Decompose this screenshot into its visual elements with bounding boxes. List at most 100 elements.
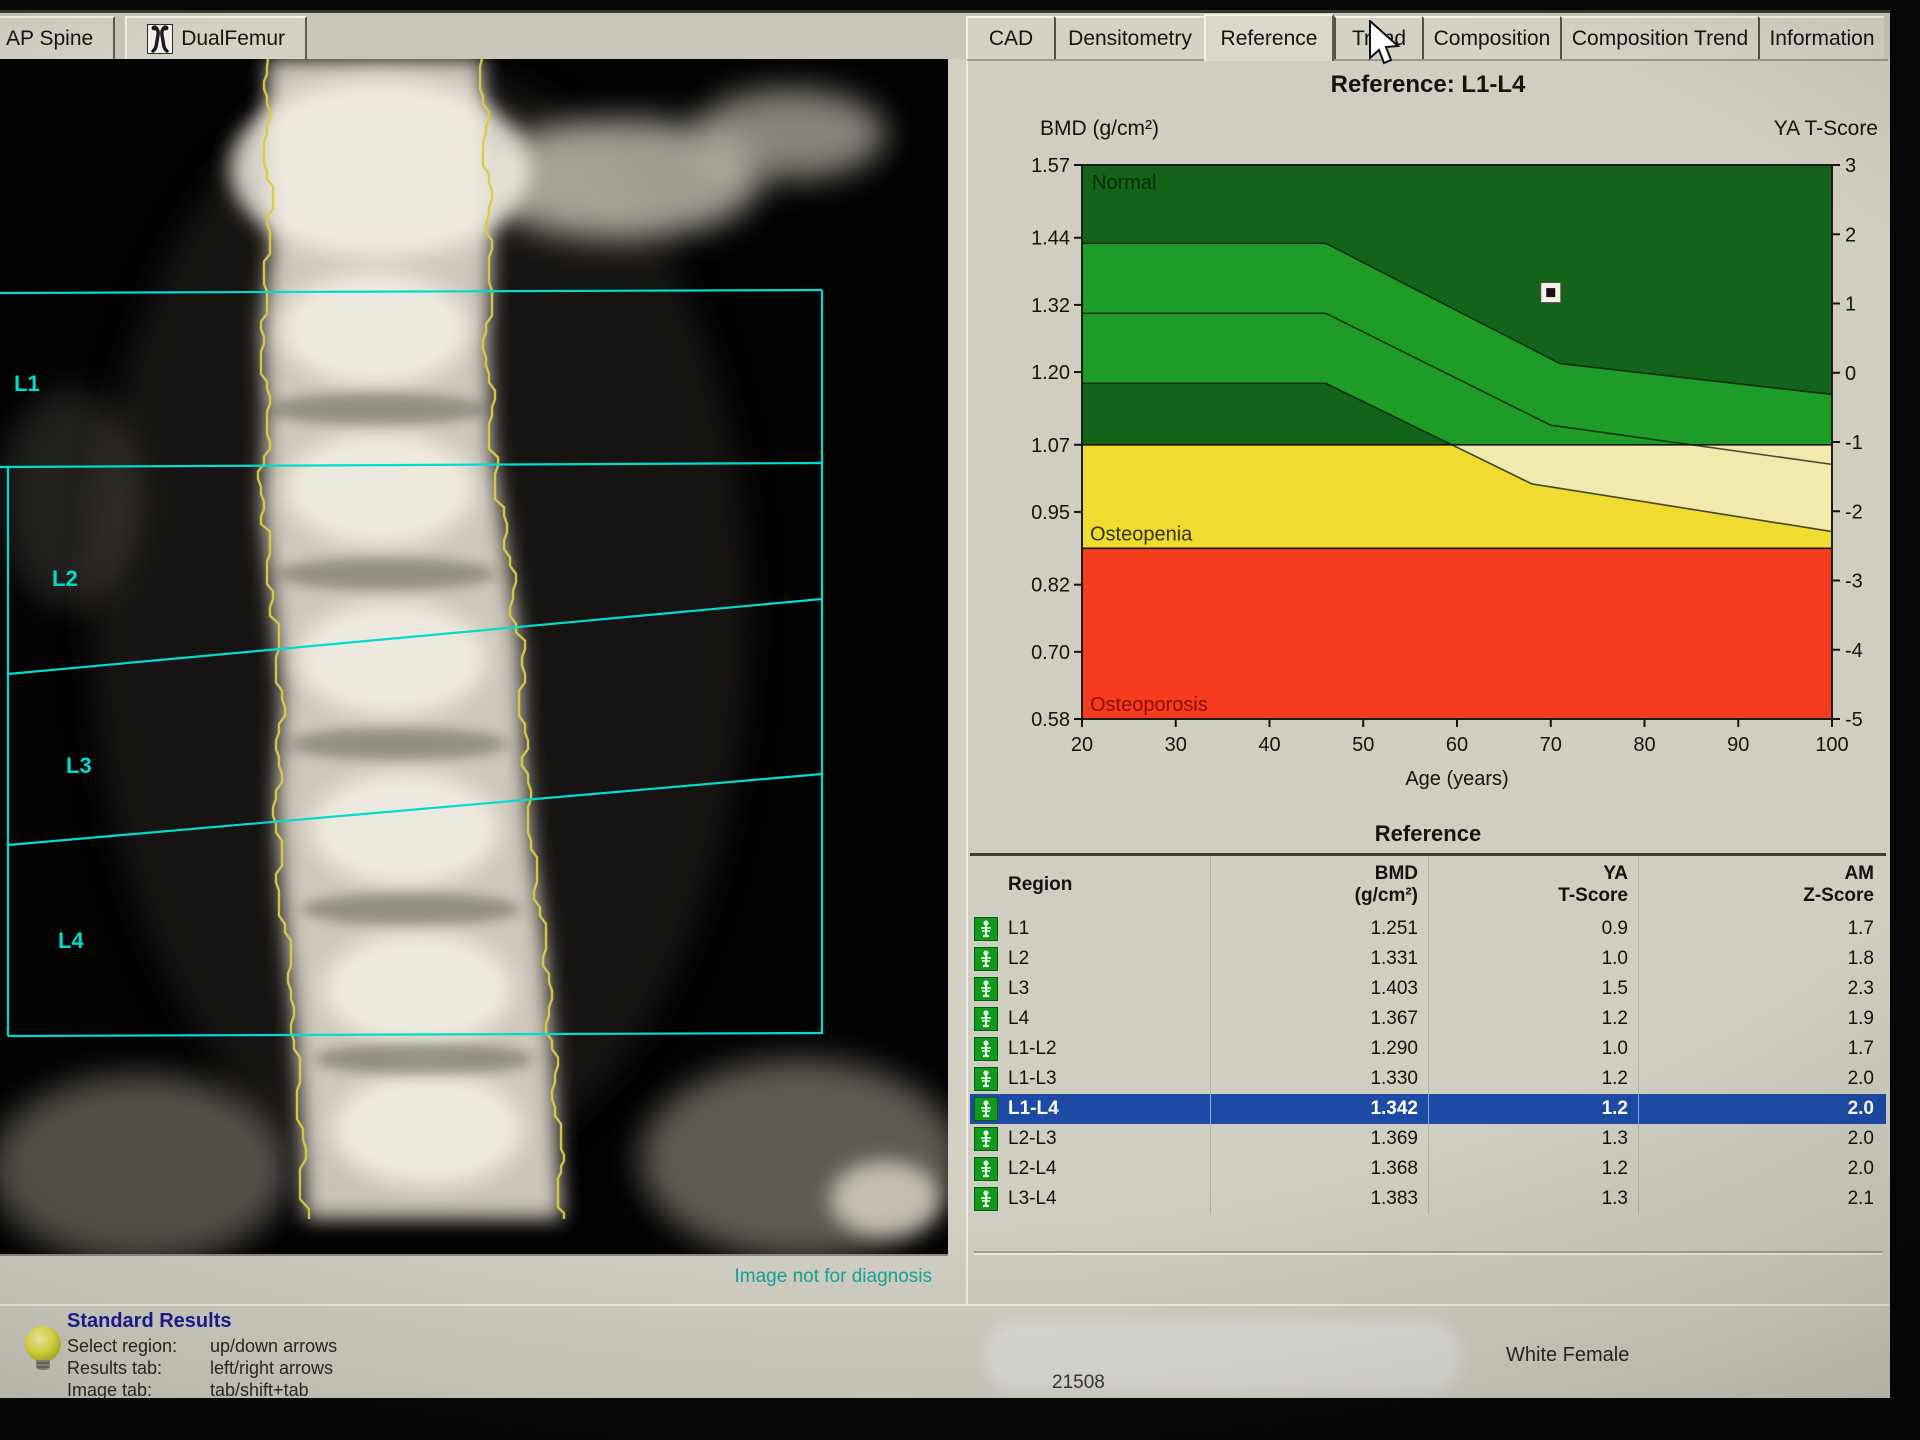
tab-information-label: Information (1769, 26, 1875, 50)
col-header-bmd: BMD (g/cm²) (1210, 856, 1428, 914)
results-table-body: L1 1.251 0.9 1.7 L2 1.331 1.0 1.8 (970, 914, 1886, 1214)
cell-bmd: 1.367 (1210, 1004, 1428, 1034)
svg-text:Age (years): Age (years) (1405, 768, 1508, 790)
tab-dualfemur[interactable]: DualFemur (125, 16, 308, 59)
svg-text:20: 20 (1071, 734, 1093, 756)
svg-text:1.44: 1.44 (1031, 228, 1070, 250)
svg-text:Osteopenia: Osteopenia (1090, 523, 1193, 545)
cell-tscore: 1.5 (1428, 974, 1638, 1004)
table-row[interactable]: L2 1.331 1.0 1.8 (970, 944, 1886, 974)
status-bar: Standard Results Select region: up/down … (0, 1304, 1890, 1398)
results-table: Region BMD (g/cm²) YA T-Score AM Z-Score (970, 853, 1886, 1214)
region-icon-cell (970, 1157, 1004, 1181)
region-icon-cell (970, 917, 1004, 941)
col-header-bmd-line2: (g/cm²) (1354, 885, 1418, 906)
svg-text:100: 100 (1815, 734, 1848, 756)
region-icon-cell (970, 947, 1004, 971)
cell-tscore: 1.0 (1428, 944, 1638, 974)
svg-text:-3: -3 (1845, 571, 1863, 593)
cell-region: L3 (1008, 978, 1030, 999)
lightbulb-icon (25, 1326, 61, 1370)
cell-bmd: 1.383 (1210, 1184, 1428, 1214)
region-icon-cell (970, 1037, 1004, 1061)
tab-reference[interactable]: Reference (1204, 14, 1334, 61)
cell-region: L1-L3 (1008, 1068, 1057, 1089)
col-header-tscore-line2: T-Score (1558, 885, 1628, 906)
tab-ap-spine[interactable]: AP Spine (0, 16, 116, 59)
femur-icon (147, 23, 174, 54)
tab-dualfemur-label: DualFemur (181, 26, 286, 50)
table-row[interactable]: L3-L4 1.383 1.3 2.1 (970, 1184, 1886, 1214)
table-row[interactable]: L2-L3 1.369 1.3 2.0 (970, 1124, 1886, 1154)
region-icon-cell (970, 1187, 1004, 1211)
tab-information[interactable]: Information (1758, 16, 1884, 59)
tab-bar: AP Spine DualFemur CAD Densitometry Refe… (0, 13, 1890, 61)
cell-tscore: 1.2 (1428, 1004, 1638, 1034)
skeleton-icon (974, 977, 998, 1001)
status-title: Standard Results (67, 1310, 232, 1332)
svg-text:0.95: 0.95 (1031, 502, 1070, 524)
region-icon-cell (970, 1127, 1004, 1151)
col-header-tscore: YA T-Score (1428, 856, 1638, 914)
table-row[interactable]: L1 1.251 0.9 1.7 (970, 914, 1886, 944)
cell-region: L2-L3 (1008, 1128, 1057, 1149)
tab-composition-label: Composition (1433, 26, 1551, 50)
tab-cad[interactable]: CAD (966, 16, 1054, 59)
svg-text:50: 50 (1352, 734, 1374, 756)
skeleton-icon (974, 1067, 998, 1091)
svg-text:40: 40 (1258, 734, 1280, 756)
cell-zscore: 1.7 (1638, 914, 1884, 944)
region-icon-cell (970, 1007, 1004, 1031)
cell-zscore: 1.7 (1638, 1034, 1884, 1064)
cell-zscore: 2.3 (1638, 974, 1884, 1004)
cell-region: L1-L2 (1008, 1038, 1057, 1059)
tab-cad-label: CAD (988, 26, 1034, 50)
patient-id: 21508 (1052, 1372, 1105, 1393)
hint-select-region-value: up/down arrows (210, 1336, 338, 1356)
svg-text:0.70: 0.70 (1031, 642, 1070, 664)
cell-region: L4 (1008, 1008, 1030, 1029)
svg-text:2: 2 (1845, 224, 1856, 246)
cell-tscore: 1.3 (1428, 1184, 1638, 1214)
cell-zscore: 2.1 (1638, 1184, 1884, 1214)
tab-densitometry[interactable]: Densitometry (1054, 16, 1204, 59)
svg-text:Normal: Normal (1092, 172, 1156, 194)
cell-bmd: 1.368 (1210, 1154, 1428, 1184)
spine-scan-image[interactable]: L1 L2 L3 L4 (0, 59, 948, 1254)
svg-text:90: 90 (1727, 734, 1749, 756)
table-row[interactable]: L1-L2 1.290 1.0 1.7 (970, 1034, 1886, 1064)
results-table-heading: Reference (1374, 821, 1482, 846)
svg-text:70: 70 (1540, 734, 1562, 756)
cell-zscore: 2.0 (1638, 1064, 1884, 1094)
col-header-tscore-line1: YA (1603, 863, 1628, 884)
cell-bmd: 1.251 (1210, 914, 1428, 944)
cell-region: L2-L4 (1008, 1158, 1057, 1179)
tab-composition-trend[interactable]: Composition Trend (1560, 16, 1758, 59)
col-header-zscore-line2: Z-Score (1803, 885, 1874, 906)
tab-ap-spine-label: AP Spine (6, 26, 94, 50)
svg-text:1.57: 1.57 (1031, 155, 1070, 177)
svg-text:3: 3 (1845, 155, 1856, 177)
vertebra-label-l3: L3 (66, 753, 92, 778)
skeleton-icon (974, 1127, 998, 1151)
skeleton-icon (974, 1187, 998, 1211)
svg-text:1: 1 (1845, 294, 1856, 316)
table-row[interactable]: L4 1.367 1.2 1.9 (970, 1004, 1886, 1034)
image-disclaimer: Image not for diagnosis (0, 1254, 948, 1304)
col-header-region: Region (1008, 874, 1073, 895)
table-row[interactable]: L1-L3 1.330 1.2 2.0 (970, 1064, 1886, 1094)
table-row-selected[interactable]: L1-L4 1.342 1.2 2.0 (970, 1094, 1886, 1124)
cell-zscore: 2.0 (1638, 1094, 1884, 1124)
header-icon-spacer (970, 856, 1004, 914)
hint-results-tab: Results tab: left/right arrows (67, 1358, 333, 1379)
svg-text:0.82: 0.82 (1031, 575, 1070, 597)
svg-text:60: 60 (1446, 734, 1468, 756)
cell-region: L1-L4 (1008, 1098, 1059, 1119)
table-row[interactable]: L2-L4 1.368 1.2 2.0 (970, 1154, 1886, 1184)
table-row[interactable]: L3 1.403 1.5 2.3 (970, 974, 1886, 1004)
tab-composition[interactable]: Composition (1422, 16, 1560, 59)
reference-results-panel: Reference: L1-L4 BMD (g/cm²) YA T-Score No… (966, 59, 1888, 1304)
mouse-cursor (1369, 20, 1401, 65)
hint-results-tab-label: Results tab: (67, 1358, 163, 1378)
col-header-zscore-line1: AM (1844, 863, 1874, 884)
